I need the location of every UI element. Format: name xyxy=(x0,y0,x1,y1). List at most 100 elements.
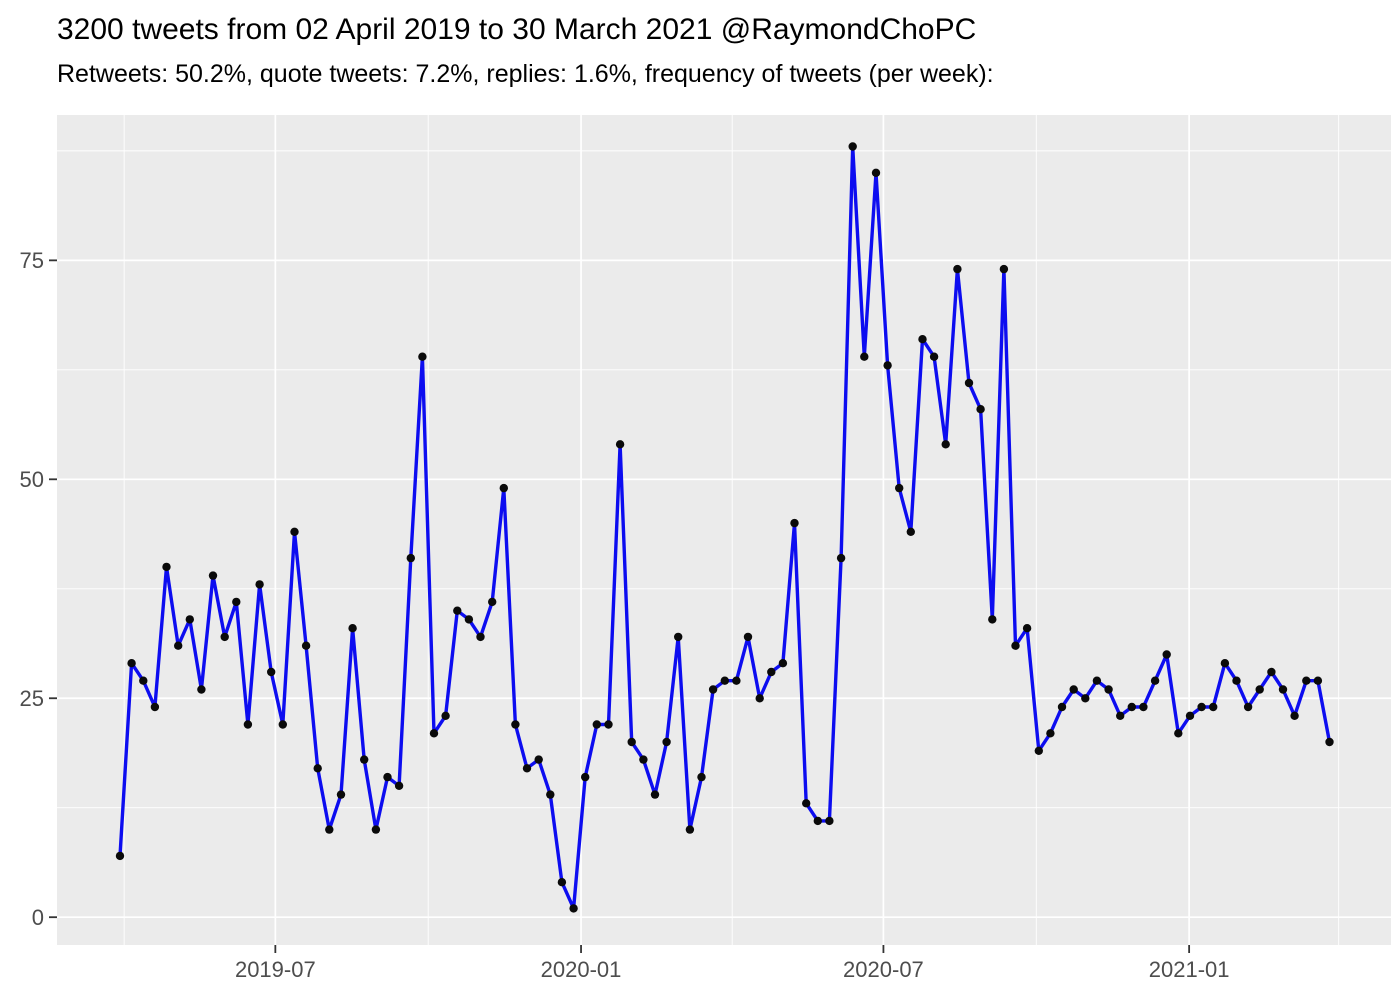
data-point xyxy=(720,676,729,685)
data-point xyxy=(127,659,136,668)
data-point xyxy=(267,667,276,677)
data-point xyxy=(301,641,311,650)
data-point xyxy=(394,781,404,790)
data-point xyxy=(534,755,543,764)
data-point xyxy=(650,790,660,799)
data-point xyxy=(1267,667,1276,677)
data-point xyxy=(999,264,1009,274)
data-point xyxy=(383,772,392,782)
data-point xyxy=(976,405,985,414)
plot-title: 3200 tweets from 02 April 2019 to 30 Mar… xyxy=(57,13,977,46)
data-point xyxy=(1209,702,1218,712)
data-point xyxy=(325,825,334,834)
data-point xyxy=(488,597,497,607)
data-point xyxy=(964,378,974,388)
data-point xyxy=(243,720,253,729)
data-point xyxy=(220,632,229,642)
y-axis-label: 50 xyxy=(20,467,44,492)
data-point xyxy=(569,904,578,913)
x-axis-label: 2019-07 xyxy=(235,957,316,982)
major-gridlines xyxy=(57,115,1391,945)
data-point xyxy=(348,624,357,633)
data-point xyxy=(290,527,299,536)
data-point xyxy=(441,711,450,720)
data-point xyxy=(162,562,171,572)
data-point xyxy=(115,851,125,861)
data-point xyxy=(185,615,194,624)
x-axis-label: 2020-01 xyxy=(541,957,622,982)
data-point xyxy=(313,764,322,773)
data-point xyxy=(674,632,683,642)
axis-tick-marks xyxy=(49,259,1191,953)
data-point xyxy=(1185,711,1195,720)
data-point xyxy=(685,825,695,834)
data-point xyxy=(790,518,799,528)
data-point xyxy=(1139,702,1148,712)
y-axis-label: 75 xyxy=(20,248,44,273)
data-point xyxy=(802,799,811,808)
data-point xyxy=(1022,624,1032,633)
data-point xyxy=(1232,676,1241,685)
plot-subtitle: Retweets: 50.2%, quote tweets: 7.2%, rep… xyxy=(57,60,994,88)
data-point xyxy=(1220,659,1230,668)
data-point xyxy=(278,720,287,729)
data-point xyxy=(604,720,613,729)
data-point xyxy=(1127,702,1137,712)
data-point xyxy=(1011,641,1020,650)
data-point xyxy=(615,440,625,449)
data-point xyxy=(860,352,869,361)
data-point xyxy=(1302,676,1311,685)
data-point xyxy=(627,737,636,747)
data-point xyxy=(1313,676,1323,685)
data-point xyxy=(813,816,822,826)
data-point xyxy=(1255,685,1264,694)
data-point xyxy=(139,676,148,685)
data-point xyxy=(464,615,474,624)
data-point xyxy=(232,597,241,607)
data-point xyxy=(755,694,764,703)
data-point xyxy=(918,335,927,344)
data-point xyxy=(1116,711,1125,720)
data-point xyxy=(871,168,881,177)
data-point xyxy=(883,361,892,370)
data-point xyxy=(557,878,567,887)
axis-labels: 0 25 50 75 2019-07 2020-01 2020-07 2021-01 xyxy=(20,248,1230,982)
data-point xyxy=(371,825,381,834)
data-point xyxy=(1174,729,1183,738)
data-point xyxy=(208,571,218,580)
data-point xyxy=(825,816,834,826)
plot-panel xyxy=(57,115,1391,945)
data-point xyxy=(592,720,601,729)
data-point xyxy=(546,790,555,799)
data-points xyxy=(115,142,1334,913)
data-point xyxy=(499,483,508,493)
data-point xyxy=(953,264,962,274)
data-point xyxy=(1069,685,1078,694)
data-point xyxy=(150,702,160,712)
data-point xyxy=(1104,685,1113,694)
data-point xyxy=(1057,702,1067,712)
data-point xyxy=(848,142,857,151)
data-point xyxy=(1290,711,1299,720)
data-point xyxy=(697,772,706,782)
minor-gridlines xyxy=(57,115,1391,945)
data-point xyxy=(1081,694,1090,703)
data-point xyxy=(197,685,206,694)
data-point xyxy=(476,632,485,642)
data-point xyxy=(522,764,532,773)
x-axis-label: 2021-01 xyxy=(1149,957,1230,982)
data-point xyxy=(988,615,997,624)
data-point xyxy=(1034,746,1044,755)
y-axis-label: 0 xyxy=(32,905,44,930)
data-point xyxy=(941,440,950,449)
data-point xyxy=(639,755,648,764)
data-point xyxy=(360,755,369,764)
data-point xyxy=(836,553,846,563)
data-point xyxy=(511,720,520,729)
data-point xyxy=(336,790,346,799)
data-point xyxy=(929,352,939,361)
x-axis-label: 2020-07 xyxy=(843,957,924,982)
data-point xyxy=(778,659,788,668)
data-point xyxy=(767,667,776,677)
